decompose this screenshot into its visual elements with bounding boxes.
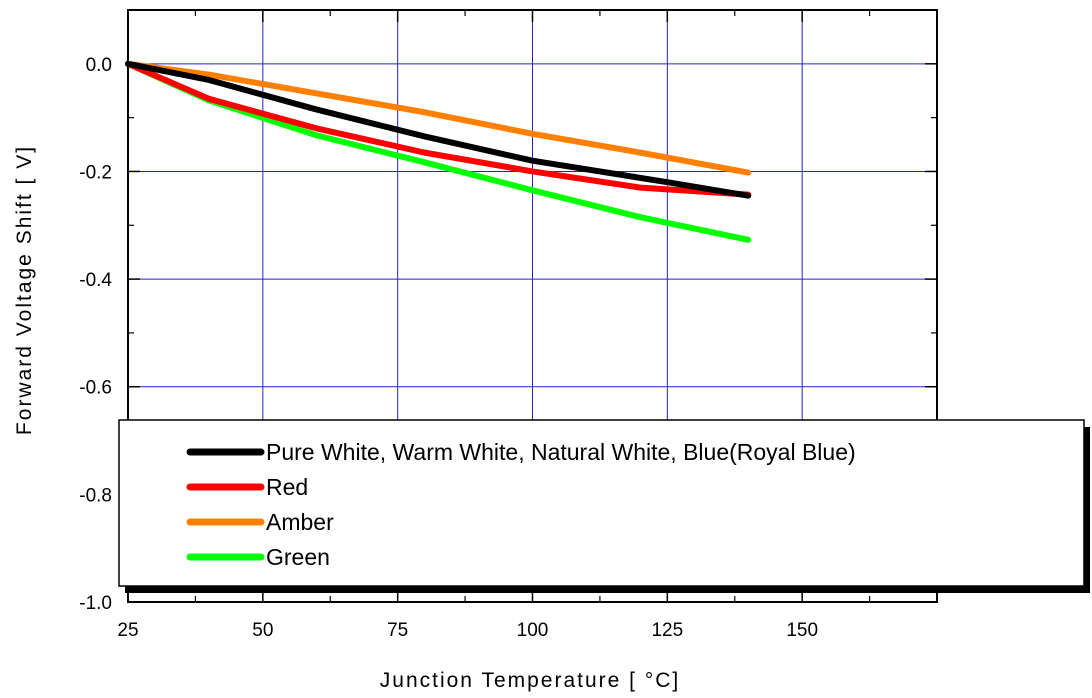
x-tick-label: 100	[517, 620, 549, 641]
y-tick-label: -0.4	[79, 270, 112, 291]
y-tick-label: -0.2	[79, 162, 112, 183]
legend-label-pure-white: Pure White, Warm White, Natural White, B…	[266, 439, 856, 465]
y-tick-label: 0.0	[86, 55, 112, 76]
series-line-amber	[125, 60, 752, 176]
series-line-pure-white	[125, 60, 752, 199]
legend-label-red: Red	[266, 474, 308, 500]
legend: Pure White, Warm White, Natural White, B…	[118, 419, 1090, 593]
x-tick-label: 125	[651, 620, 683, 641]
legend-items: Pure White, Warm White, Natural White, B…	[186, 439, 856, 570]
x-axis-title: Junction Temperature [ °C]	[380, 669, 680, 692]
series-lines	[125, 60, 752, 243]
series-line-red	[125, 60, 752, 198]
x-tick-label: 50	[252, 620, 273, 641]
y-tick-labels: 0.0 -0.2 -0.4 -0.6 -0.8 -1.0	[79, 55, 112, 614]
legend-label-amber: Amber	[266, 509, 334, 535]
legend-label-green: Green	[266, 544, 330, 570]
y-tick-label: -1.0	[79, 593, 112, 614]
x-tick-label: 75	[387, 620, 408, 641]
x-tick-label: 25	[117, 620, 138, 641]
y-tick-label: -0.8	[79, 485, 112, 506]
x-tick-label: 150	[786, 620, 818, 641]
x-tick-labels: 25 50 75 100 125 150	[117, 620, 818, 641]
y-axis-title: Forward Voltage Shift [ V]	[13, 145, 36, 435]
y-tick-label: -0.6	[79, 378, 112, 399]
legend-box	[118, 419, 1085, 587]
